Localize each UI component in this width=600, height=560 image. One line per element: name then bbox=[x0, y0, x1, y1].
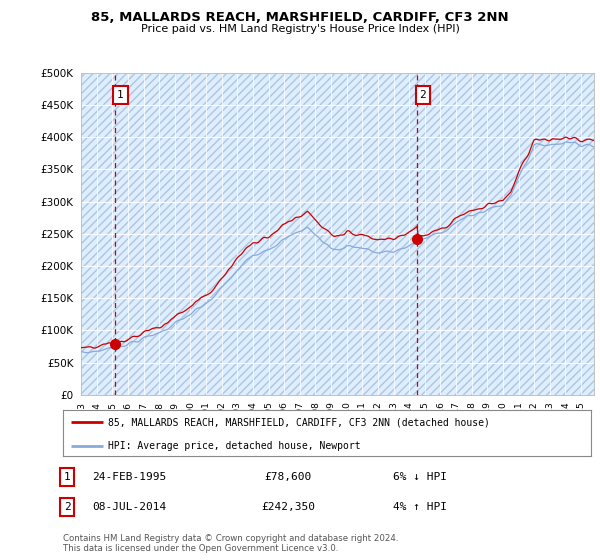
Text: 4% ↑ HPI: 4% ↑ HPI bbox=[393, 502, 447, 512]
Text: Price paid vs. HM Land Registry's House Price Index (HPI): Price paid vs. HM Land Registry's House … bbox=[140, 24, 460, 34]
Text: 1: 1 bbox=[64, 472, 71, 482]
Text: 2: 2 bbox=[64, 502, 71, 512]
Text: £78,600: £78,600 bbox=[265, 472, 311, 482]
Text: 85, MALLARDS REACH, MARSHFIELD, CARDIFF, CF3 2NN (detached house): 85, MALLARDS REACH, MARSHFIELD, CARDIFF,… bbox=[108, 417, 490, 427]
Text: 85, MALLARDS REACH, MARSHFIELD, CARDIFF, CF3 2NN: 85, MALLARDS REACH, MARSHFIELD, CARDIFF,… bbox=[91, 11, 509, 24]
Text: Contains HM Land Registry data © Crown copyright and database right 2024.
This d: Contains HM Land Registry data © Crown c… bbox=[63, 534, 398, 553]
Text: £242,350: £242,350 bbox=[261, 502, 315, 512]
Text: 08-JUL-2014: 08-JUL-2014 bbox=[92, 502, 166, 512]
Text: 24-FEB-1995: 24-FEB-1995 bbox=[92, 472, 166, 482]
Text: 1: 1 bbox=[117, 90, 124, 100]
Text: 6% ↓ HPI: 6% ↓ HPI bbox=[393, 472, 447, 482]
Text: 2: 2 bbox=[419, 90, 427, 100]
Text: HPI: Average price, detached house, Newport: HPI: Average price, detached house, Newp… bbox=[108, 441, 361, 451]
